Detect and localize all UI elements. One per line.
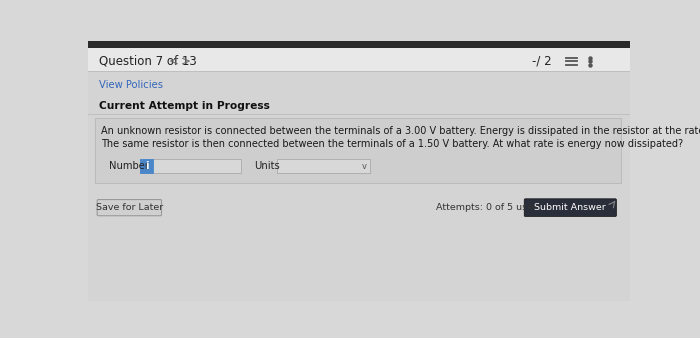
Text: i: i	[145, 161, 148, 171]
Text: The same resistor is then connected between the terminals of a 1.50 V battery. A: The same resistor is then connected betw…	[102, 139, 684, 149]
Text: Submit Answer: Submit Answer	[535, 203, 606, 212]
Text: -/ 2: -/ 2	[531, 55, 551, 68]
Text: An unknown resistor is connected between the terminals of a 3.00 V battery. Ener: An unknown resistor is connected between…	[102, 126, 700, 137]
Bar	[140, 159, 153, 173]
Bar	[276, 159, 370, 173]
Bar	[88, 48, 630, 71]
Text: Current Attempt in Progress: Current Attempt in Progress	[99, 101, 270, 111]
Text: >: >	[181, 55, 190, 68]
Text: Units: Units	[254, 161, 280, 171]
Bar	[88, 41, 630, 48]
Bar	[140, 159, 241, 173]
Text: Save for Later: Save for Later	[96, 203, 163, 212]
Bar	[88, 71, 630, 301]
Text: Attempts: 0 of 5 used: Attempts: 0 of 5 used	[436, 203, 539, 212]
Text: View Policies: View Policies	[99, 80, 163, 90]
FancyBboxPatch shape	[97, 199, 162, 216]
Bar	[95, 118, 621, 183]
Text: Question 7 of 13: Question 7 of 13	[99, 55, 197, 68]
Text: v: v	[362, 162, 367, 171]
Text: <: <	[169, 55, 178, 68]
FancyBboxPatch shape	[524, 199, 617, 217]
Text: Number: Number	[109, 161, 149, 171]
